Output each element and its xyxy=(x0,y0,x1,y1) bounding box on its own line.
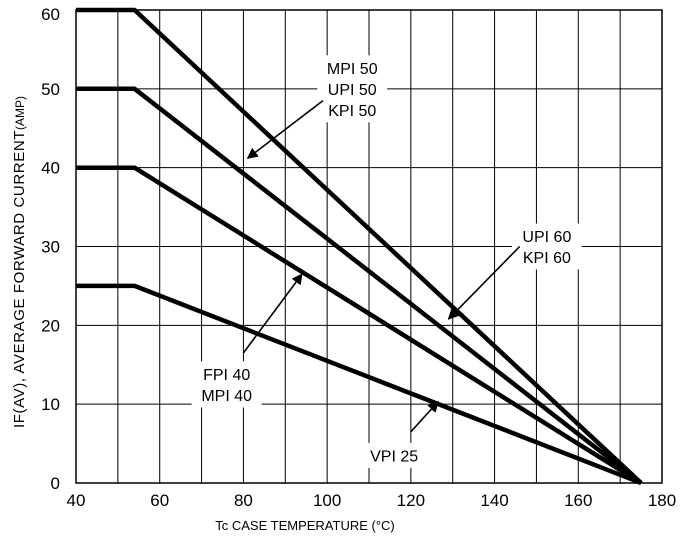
annotation-background xyxy=(511,223,582,270)
x-tick-label: 80 xyxy=(234,491,253,510)
annotation-ann-fpi40: FPI 40 MPI 40 xyxy=(191,273,303,408)
y-axis-label-unit: (AMP) xyxy=(13,96,27,130)
annotation-background xyxy=(191,361,262,408)
x-tick-label: 100 xyxy=(313,491,341,510)
x-tick-label: 40 xyxy=(67,491,86,510)
x-tick-label: 160 xyxy=(564,491,592,510)
y-axis-label: IF(AV), AVERAGE FORWARD CURRENT(AMP) xyxy=(11,96,28,428)
annotation-arrow xyxy=(246,100,324,159)
y-tick-label: 10 xyxy=(41,395,60,414)
plot-frame xyxy=(75,9,663,484)
annotation-arrow xyxy=(242,273,303,354)
x-axis-label-unit: (°C) xyxy=(372,518,395,533)
y-axis-label-main: IF(AV), AVERAGE FORWARD CURRENT xyxy=(11,130,28,428)
annotation-background xyxy=(317,55,388,123)
annotation-ann-vpi25: VPI 25 xyxy=(359,400,439,468)
annotation-text: MPI 50 xyxy=(327,61,378,78)
series-line-s60 xyxy=(76,7,643,485)
y-tick-label: 60 xyxy=(41,5,60,24)
annotation-text: UPI 50 xyxy=(328,82,377,99)
y-tick-label: 30 xyxy=(41,238,60,257)
annotation-text: KPI 60 xyxy=(523,250,571,267)
annotation-arrow xyxy=(410,400,439,433)
series-line-s40 xyxy=(76,165,643,485)
annotation-arrow xyxy=(447,245,521,320)
annotation-background xyxy=(359,442,430,468)
annotation-text: FPI 40 xyxy=(203,367,250,384)
annotation-text: MPI 40 xyxy=(201,388,252,405)
y-tick-label: 50 xyxy=(41,80,60,99)
x-axis-label: Tc CASE TEMPERATURE (°C) xyxy=(215,518,395,533)
annotation-ann-mpi50: MPI 50 UPI 50 KPI 50 xyxy=(246,55,388,159)
x-axis-label-main: Tc CASE TEMPERATURE xyxy=(215,518,371,533)
x-tick-label: 120 xyxy=(397,491,425,510)
annotation-text: VPI 25 xyxy=(370,448,418,465)
y-tick-label: 0 xyxy=(51,474,60,493)
y-tick-label: 40 xyxy=(41,159,60,178)
annotation-ann-upi60: UPI 60 KPI 60 xyxy=(447,223,582,320)
annotation-text: UPI 60 xyxy=(522,229,571,246)
series-line-s50 xyxy=(76,86,643,485)
series-line-s25 xyxy=(76,283,642,486)
x-tick-label: 60 xyxy=(150,491,169,510)
annotation-text: KPI 50 xyxy=(328,103,376,120)
x-tick-label: 180 xyxy=(648,491,676,510)
y-tick-label: 20 xyxy=(41,316,60,335)
x-tick-label: 140 xyxy=(480,491,508,510)
